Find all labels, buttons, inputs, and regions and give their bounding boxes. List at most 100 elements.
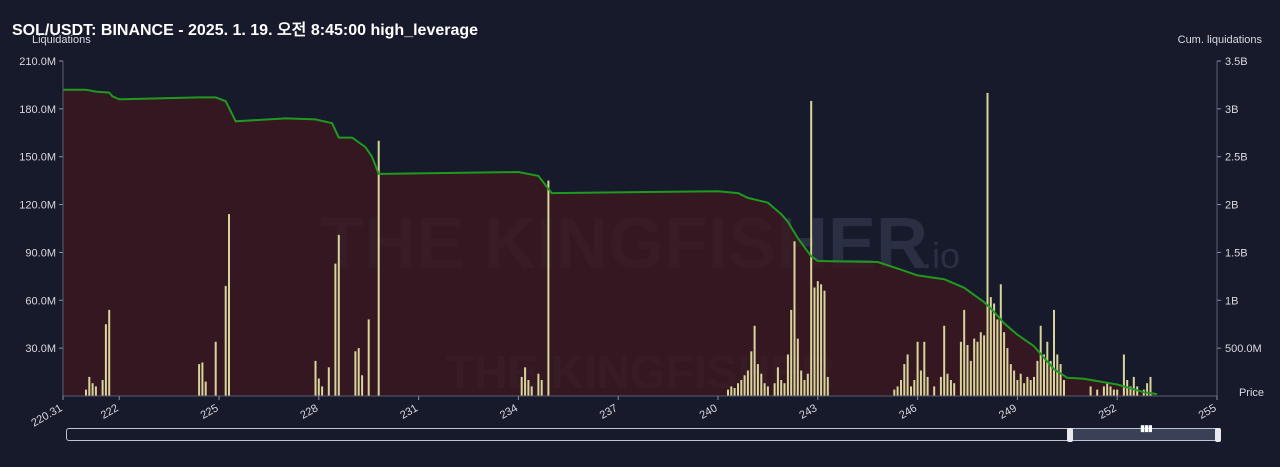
liquidation-bar[interactable] bbox=[524, 367, 527, 396]
liquidation-bar[interactable] bbox=[540, 380, 543, 396]
liquidation-bar[interactable] bbox=[919, 370, 922, 397]
liquidation-bar[interactable] bbox=[806, 373, 809, 396]
liquidation-bar[interactable] bbox=[823, 290, 826, 396]
liquidation-bar[interactable] bbox=[547, 180, 550, 396]
liquidation-bar[interactable] bbox=[1109, 386, 1112, 396]
liquidation-bar[interactable] bbox=[91, 383, 94, 396]
liquidation-bar[interactable] bbox=[1059, 364, 1062, 396]
liquidation-bar[interactable] bbox=[1026, 376, 1029, 396]
liquidation-bar[interactable] bbox=[903, 364, 906, 396]
liquidation-bar[interactable] bbox=[1036, 360, 1039, 396]
liquidation-bar[interactable] bbox=[334, 263, 337, 396]
liquidation-bar[interactable] bbox=[317, 378, 320, 397]
liquidation-bar[interactable] bbox=[773, 383, 776, 396]
liquidation-bar[interactable] bbox=[740, 380, 743, 396]
liquidation-bar[interactable] bbox=[746, 370, 749, 397]
liquidation-bar[interactable] bbox=[85, 389, 87, 396]
liquidation-bar[interactable] bbox=[101, 380, 104, 396]
liquidation-bar[interactable] bbox=[913, 380, 916, 396]
liquidation-bar[interactable] bbox=[896, 386, 899, 396]
liquidation-bar[interactable] bbox=[1016, 380, 1019, 396]
liquidation-bar[interactable] bbox=[813, 287, 816, 397]
liquidation-bar[interactable] bbox=[727, 389, 729, 396]
liquidation-bar[interactable] bbox=[108, 309, 111, 396]
liquidation-bar[interactable] bbox=[1006, 348, 1009, 396]
liquidation-bar[interactable] bbox=[327, 367, 330, 396]
liquidation-bar[interactable] bbox=[976, 341, 979, 396]
liquidation-bar[interactable] bbox=[1013, 370, 1016, 397]
liquidation-bar[interactable] bbox=[910, 386, 912, 396]
liquidation-bar[interactable] bbox=[996, 319, 999, 396]
liquidation-bar[interactable] bbox=[826, 376, 829, 396]
liquidation-bar[interactable] bbox=[753, 325, 756, 396]
liquidation-bar[interactable] bbox=[993, 303, 996, 397]
liquidation-bar[interactable] bbox=[923, 341, 926, 396]
liquidation-bar[interactable] bbox=[198, 364, 201, 396]
liquidation-bar[interactable] bbox=[1149, 376, 1152, 396]
liquidation-bar[interactable] bbox=[760, 373, 763, 396]
liquidation-bar[interactable] bbox=[780, 380, 783, 396]
liquidation-bar[interactable] bbox=[530, 386, 533, 396]
liquidation-bar[interactable] bbox=[214, 341, 217, 396]
liquidation-bar[interactable] bbox=[943, 325, 946, 396]
liquidation-bar[interactable] bbox=[820, 284, 823, 396]
liquidation-bar[interactable] bbox=[737, 383, 739, 396]
liquidation-bar[interactable] bbox=[953, 383, 956, 396]
liquidation-bar[interactable] bbox=[361, 375, 364, 396]
liquidation-bar[interactable] bbox=[816, 281, 819, 396]
liquidation-bar[interactable] bbox=[321, 386, 324, 396]
liquidation-bar[interactable] bbox=[730, 386, 733, 396]
liquidation-bar[interactable] bbox=[377, 140, 380, 396]
liquidation-bar[interactable] bbox=[1003, 332, 1006, 396]
liquidation-bar[interactable] bbox=[201, 362, 204, 397]
liquidation-bar[interactable] bbox=[959, 341, 962, 396]
liquidation-bar[interactable] bbox=[803, 380, 806, 396]
scroll-handle-right[interactable] bbox=[1215, 428, 1221, 442]
liquidation-bar[interactable] bbox=[1063, 380, 1065, 396]
liquidation-bar[interactable] bbox=[228, 214, 230, 396]
liquidation-bar[interactable] bbox=[750, 351, 753, 396]
liquidation-bar[interactable] bbox=[94, 386, 97, 396]
liquidation-bar[interactable] bbox=[946, 373, 949, 396]
liquidation-bar[interactable] bbox=[983, 335, 986, 396]
liquidation-bar[interactable] bbox=[793, 241, 796, 396]
liquidation-bar[interactable] bbox=[104, 324, 107, 396]
liquidation-bar[interactable] bbox=[999, 284, 1002, 396]
liquidation-bar[interactable] bbox=[916, 341, 919, 396]
liquidation-bar[interactable] bbox=[1096, 389, 1099, 396]
liquidation-bar[interactable] bbox=[926, 376, 929, 396]
liquidation-bar[interactable] bbox=[1009, 364, 1012, 396]
liquidation-bar[interactable] bbox=[204, 381, 207, 396]
liquidation-bar[interactable] bbox=[966, 345, 969, 396]
liquidation-bar[interactable] bbox=[88, 376, 91, 396]
liquidation-bar[interactable] bbox=[756, 364, 759, 396]
liquidation-bar[interactable] bbox=[367, 319, 370, 396]
liquidation-bar[interactable] bbox=[766, 386, 769, 396]
liquidation-bar[interactable] bbox=[1106, 383, 1109, 396]
liquidation-bar[interactable] bbox=[224, 285, 227, 396]
liquidation-bar[interactable] bbox=[527, 380, 530, 396]
liquidation-bar[interactable] bbox=[900, 380, 902, 396]
liquidation-bar[interactable] bbox=[939, 376, 942, 396]
liquidation-bar[interactable] bbox=[790, 309, 793, 396]
liquidation-bar[interactable] bbox=[1089, 386, 1092, 396]
liquidation-bar[interactable] bbox=[1019, 373, 1022, 396]
liquidation-bar[interactable] bbox=[963, 309, 966, 396]
scroll-handle-left[interactable] bbox=[1067, 428, 1073, 442]
cumulative-line[interactable] bbox=[63, 88, 1158, 396]
liquidation-bar[interactable] bbox=[1132, 376, 1135, 396]
liquidation-bar[interactable] bbox=[357, 348, 360, 396]
liquidation-bar[interactable] bbox=[1116, 389, 1119, 396]
liquidation-bar[interactable] bbox=[1056, 354, 1059, 397]
liquidation-bar[interactable] bbox=[969, 360, 972, 396]
liquidation-bar[interactable] bbox=[743, 375, 746, 396]
liquidation-bar[interactable] bbox=[1102, 386, 1105, 396]
liquidation-bar[interactable] bbox=[893, 389, 896, 396]
liquidation-bar[interactable] bbox=[354, 351, 357, 396]
liquidation-bar[interactable] bbox=[1129, 386, 1132, 396]
liquidation-bar[interactable] bbox=[800, 370, 803, 397]
liquidation-bar[interactable] bbox=[1023, 383, 1026, 396]
scroll-thumb[interactable]: ▮▮▮ bbox=[1067, 423, 1221, 442]
liquidation-bar[interactable] bbox=[786, 354, 789, 397]
